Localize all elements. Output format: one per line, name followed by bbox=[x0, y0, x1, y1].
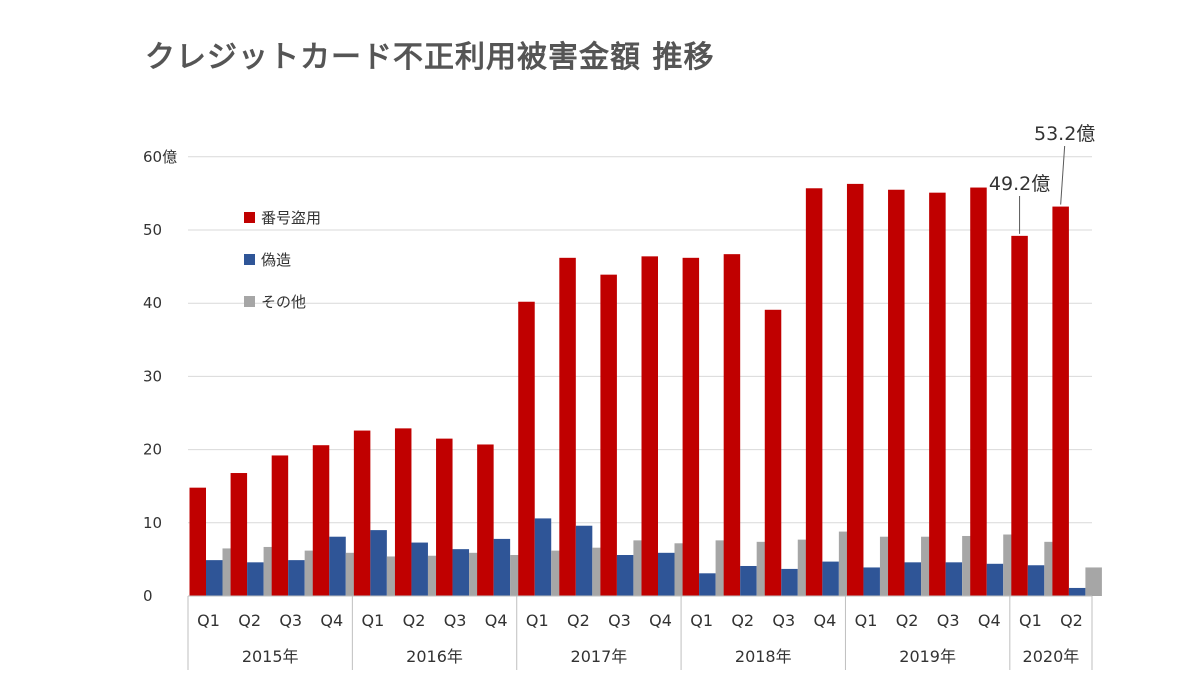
y-tick-label: 20 bbox=[143, 441, 162, 459]
y-tick-label: 10 bbox=[143, 514, 162, 532]
bar-gizou bbox=[1027, 565, 1045, 596]
bar-gizou bbox=[904, 562, 922, 596]
bar-bangou-touyou bbox=[600, 274, 617, 596]
quarter-label: Q2 bbox=[403, 611, 426, 630]
quarter-label: Q4 bbox=[485, 611, 508, 630]
y-axis-ticks: 0 10 20 30 40 50 60億 bbox=[143, 148, 177, 605]
bar-bangou-touyou bbox=[682, 257, 700, 596]
bar-bangou-touyou bbox=[230, 473, 248, 596]
y-tick-label: 30 bbox=[143, 367, 162, 385]
quarter-label: Q4 bbox=[649, 611, 672, 630]
bar-gizou bbox=[493, 538, 511, 596]
legend-label: 番号盗用 bbox=[261, 209, 321, 227]
chart-title: クレジットカード不正利用被害金額 推移 bbox=[145, 40, 715, 75]
bar-bangou-touyou bbox=[970, 187, 987, 596]
bar-bangou-touyou bbox=[477, 444, 494, 596]
bar-gizou bbox=[986, 563, 1004, 596]
bar-bangou-touyou bbox=[436, 438, 453, 596]
bar-gizou bbox=[534, 518, 552, 596]
quarter-label: Q4 bbox=[320, 611, 343, 630]
y-tick-label: 0 bbox=[143, 587, 153, 605]
bar-bangou-touyou bbox=[1052, 206, 1069, 597]
quarter-label: Q3 bbox=[772, 611, 795, 630]
quarter-label: Q1 bbox=[690, 611, 713, 630]
bar-gizou bbox=[740, 565, 757, 596]
quarter-label: Q3 bbox=[279, 611, 302, 630]
bar-bangou-touyou bbox=[312, 445, 330, 596]
bar-bangou-touyou bbox=[559, 257, 576, 596]
bar-bangou-touyou bbox=[846, 183, 864, 596]
bar-bangou-touyou bbox=[929, 192, 946, 596]
annotations: 49.2億 53.2億 bbox=[989, 123, 1095, 234]
bar-sonota bbox=[1085, 567, 1102, 596]
annotation-label: 53.2億 bbox=[1034, 123, 1095, 145]
year-label: 2017年 bbox=[571, 647, 628, 666]
quarter-label: Q1 bbox=[855, 611, 878, 630]
bar-bangou-touyou bbox=[805, 188, 823, 596]
bar-gizou bbox=[370, 530, 387, 596]
quarter-label: Q1 bbox=[1019, 611, 1042, 630]
x-axis: Q1 Q2 Q3 Q4 Q1 Q2 Q3 Q4 Q1 Q2 Q3 Q4 Q1 Q2 Q3 Q4 Q1 Q2 Q3 Q4… bbox=[187, 595, 1093, 670]
bar-gizou bbox=[658, 552, 675, 596]
quarter-label: Q1 bbox=[197, 611, 220, 630]
quarter-label: Q2 bbox=[731, 611, 754, 630]
legend-swatch bbox=[244, 212, 255, 223]
bar-gizou bbox=[1068, 587, 1086, 596]
bar-bangou-touyou bbox=[764, 309, 782, 596]
quarter-label: Q2 bbox=[238, 611, 261, 630]
quarter-label: Q1 bbox=[526, 611, 549, 630]
bar-gizou bbox=[945, 562, 963, 596]
bar-gizou bbox=[452, 549, 470, 596]
year-label: 2015年 bbox=[242, 647, 299, 666]
bar-bangou-touyou bbox=[518, 301, 535, 596]
bar-gizou bbox=[575, 525, 593, 596]
bar-bangou-touyou bbox=[394, 428, 412, 596]
bar-gizou bbox=[411, 542, 428, 596]
bar-gizou bbox=[247, 562, 264, 596]
annotation-leader bbox=[1060, 145, 1066, 205]
legend-swatch bbox=[244, 296, 255, 307]
quarter-label: Q1 bbox=[362, 611, 385, 630]
legend-swatch bbox=[244, 254, 255, 265]
y-tick-label: 50 bbox=[143, 221, 162, 239]
legend-label: その他 bbox=[261, 293, 306, 311]
bar-bangou-touyou bbox=[353, 430, 371, 596]
bars bbox=[189, 183, 1102, 597]
quarter-label: Q2 bbox=[1060, 611, 1083, 630]
bar-bangou-touyou bbox=[888, 189, 905, 597]
quarter-label: Q3 bbox=[937, 611, 960, 630]
bar-gizou bbox=[288, 560, 305, 596]
bar-gizou bbox=[863, 567, 880, 596]
y-tick-label: 60億 bbox=[143, 148, 177, 166]
legend-label: 偽造 bbox=[261, 251, 291, 269]
quarter-label: Q3 bbox=[608, 611, 631, 630]
year-label: 2019年 bbox=[899, 647, 956, 666]
bar-bangou-touyou bbox=[189, 487, 206, 596]
y-tick-label: 40 bbox=[143, 294, 162, 312]
bar-bangou-touyou bbox=[1011, 235, 1028, 596]
bar-gizou bbox=[616, 555, 634, 596]
quarter-label: Q4 bbox=[978, 611, 1001, 630]
bar-bangou-touyou bbox=[641, 256, 658, 596]
year-label: 2020年 bbox=[1023, 647, 1080, 666]
quarter-label: Q4 bbox=[814, 611, 837, 630]
bar-bangou-touyou bbox=[271, 455, 289, 596]
bar-gizou bbox=[699, 573, 716, 596]
bar-gizou bbox=[206, 560, 223, 596]
quarter-label: Q2 bbox=[567, 611, 590, 630]
year-label: 2018年 bbox=[735, 647, 792, 666]
quarter-label: Q3 bbox=[444, 611, 467, 630]
quarter-label: Q2 bbox=[896, 611, 919, 630]
bar-gizou bbox=[329, 536, 346, 596]
bar-gizou bbox=[822, 561, 839, 596]
year-label: 2016年 bbox=[406, 647, 463, 666]
bar-bangou-touyou bbox=[723, 254, 741, 596]
gridlines bbox=[188, 156, 1092, 524]
annotation-label: 49.2億 bbox=[989, 173, 1050, 195]
bar-gizou bbox=[781, 568, 798, 596]
